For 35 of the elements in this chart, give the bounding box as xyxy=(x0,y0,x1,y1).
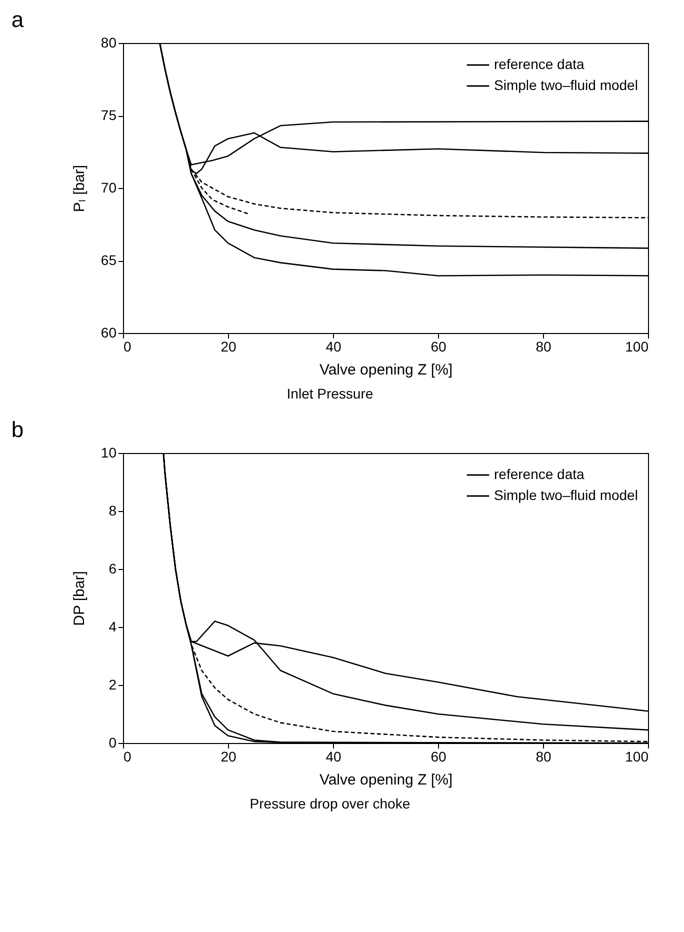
x-axis-title: Valve opening Z [%] xyxy=(319,362,453,378)
y-axis-title: Pₗ [bar] xyxy=(70,164,88,212)
x-tick-label: 80 xyxy=(536,748,552,764)
text: Pressure drop over choke xyxy=(250,796,410,812)
x-tick-label: 80 xyxy=(536,338,552,354)
x-tick-label: 20 xyxy=(220,748,236,764)
y-tick-label: 2 xyxy=(108,676,117,692)
x-tick-label: 60 xyxy=(430,748,446,764)
legend-label: reference data xyxy=(494,56,584,72)
y-tick-label: 8 xyxy=(108,502,117,518)
x-tick-label: 40 xyxy=(326,338,342,354)
y-tick-label: 10 xyxy=(100,444,117,460)
y-tick-label: 0 xyxy=(108,734,117,750)
y-tick-label: 60 xyxy=(100,324,117,340)
y-tick-label: 6 xyxy=(108,560,117,576)
x-tick-label: 100 xyxy=(625,748,649,764)
x-axis-title: Valve opening Z [%] xyxy=(319,772,453,788)
legend-label: Simple two–fluid model xyxy=(494,77,638,93)
x-tick-label: 0 xyxy=(124,748,132,764)
text: Inlet Pressure xyxy=(286,386,374,402)
legend-label: reference data xyxy=(494,466,584,482)
y-tick-label: 75 xyxy=(100,107,117,123)
chart-title: b xyxy=(11,417,24,442)
x-tick-label: 60 xyxy=(430,338,446,354)
y-tick-label: 4 xyxy=(108,618,117,634)
x-tick-label: 20 xyxy=(220,338,236,354)
y-axis-title: DP [bar] xyxy=(70,571,88,626)
y-tick-label: 65 xyxy=(100,252,117,268)
x-tick-label: 0 xyxy=(124,338,132,354)
y-tick-label: 80 xyxy=(100,34,117,50)
x-tick-label: 40 xyxy=(326,748,342,764)
chart-title: a xyxy=(11,7,24,32)
legend-label: Simple two–fluid model xyxy=(494,487,638,503)
y-tick-label: 70 xyxy=(100,180,117,196)
x-tick-label: 100 xyxy=(625,338,649,354)
